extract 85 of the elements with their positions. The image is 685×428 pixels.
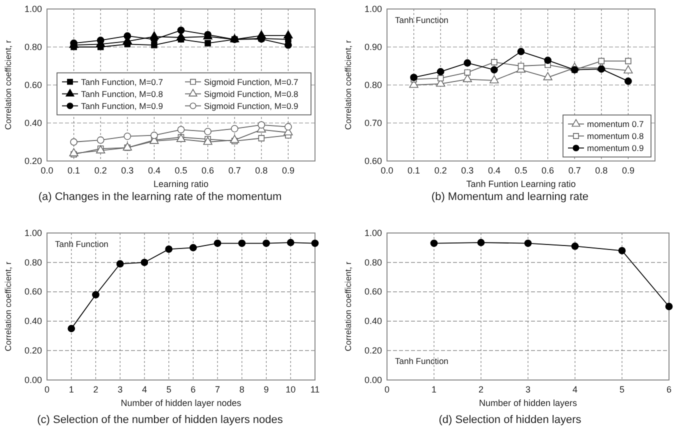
y-tick-label: 1.00 [364,4,382,14]
annotation: Tanh Function [395,356,449,366]
legend-label: Tanh Function, M=0.8 [81,88,164,99]
y-axis-title: Correlation coefficient, r [3,262,13,352]
x-tick-label: 9 [264,384,269,394]
x-tick-label: 0.8 [255,165,268,176]
legend-label: momentum 0.8 [587,131,644,141]
x-tick-label: 0.0 [380,165,394,176]
x-tick-label: 0.6 [542,165,554,176]
y-tick-label: 0.20 [24,156,42,166]
x-tick-label: 0.3 [121,165,134,176]
legend-label: momentum 0.9 [587,143,644,153]
y-tick-label: 0.40 [24,118,42,128]
y-tick-label: 1.00 [24,228,42,238]
x-tick-label: 2 [478,384,484,394]
x-tick-label: 4 [572,384,578,394]
y-tick-label: 0.00 [364,374,382,385]
x-tick-label: 2 [93,384,98,394]
legend-label: Sigmoid Function, M=0.9 [204,100,299,111]
y-axis-title: Correlation coefficient, r [3,40,13,130]
text: (d) Selection of hidden layers [438,414,582,426]
y-tick-label: 1.00 [364,228,382,238]
annotation: Tanh Function [395,15,449,25]
text: (a) Changes in the learning rate of the momentum [38,191,282,203]
x-tick-label: 0.9 [282,165,294,176]
x-tick-label: 0.4 [148,165,160,176]
x-tick-label: 7 [215,384,220,394]
x-tick-label: 6 [190,384,196,394]
text: (c) Selection of the number of hidden layers nodes [37,414,284,426]
y-axis-title: Correlation coefficient, r [343,40,353,130]
x-tick-label: 3 [525,384,531,394]
x-tick-label: 0.7 [568,165,581,176]
y-tick-label: 0.60 [364,286,382,297]
x-tick-label: 10 [286,384,296,394]
y-tick-label: 0.70 [364,118,382,128]
x-axis-title: Learning ratio [153,179,209,189]
x-tick-label: 0.9 [622,165,634,176]
x-tick-label: 0.1 [408,165,420,176]
x-tick-label: 8 [239,384,244,394]
y-tick-label: 0.60 [24,80,42,90]
x-tick-label: 4 [142,384,147,394]
x-tick-label: 1 [68,384,74,394]
x-tick-label: 0 [44,384,50,394]
x-tick-label: 5 [619,384,625,394]
y-tick-label: 0.60 [364,156,382,166]
legend-label: Tanh Function, M=0.7 [81,76,164,87]
y-tick-label: 0.00 [24,374,42,385]
x-axis-title: Number of hidden layers [478,398,578,408]
x-tick-label: 6 [666,384,672,394]
legend-label: Tanh Function, M=0.9 [81,100,164,111]
legend-label: Sigmoid Function, M=0.7 [204,76,299,87]
legend-label: momentum 0.7 [587,119,644,129]
annotation: Tanh Function [55,239,109,249]
x-tick-label: 0 [384,384,390,394]
y-axis-title: Correlation coefficient, r [343,262,353,352]
y-tick-label: 0.40 [364,316,382,326]
x-tick-label: 0.0 [40,165,54,176]
x-axis-title: Number of hidden layer nodes [120,398,242,408]
x-axis-title: Tanh Funtion Learning ratio [466,179,576,189]
x-tick-label: 0.5 [174,165,188,176]
y-tick-label: 0.80 [24,42,42,52]
x-tick-label: 0.2 [94,165,107,176]
y-tick-label: 1.00 [24,4,42,14]
y-tick-label: 0.20 [24,345,42,356]
y-tick-label: 0.60 [24,286,42,297]
y-tick-label: 0.90 [364,42,382,52]
x-tick-label: 0.7 [228,165,241,176]
y-tick-label: 0.80 [24,257,42,268]
x-tick-label: 0.8 [595,165,608,176]
x-tick-label: 0.6 [202,165,214,176]
x-tick-label: 0.2 [434,165,447,176]
text: (b) Momentum and learning rate [431,191,589,203]
legend-label: Sigmoid Function, M=0.8 [204,88,299,99]
x-tick-label: 1 [431,384,437,394]
x-tick-label: 11 [310,384,320,394]
x-tick-label: 0.3 [461,165,474,176]
x-tick-label: 0.1 [68,165,80,176]
y-tick-label: 0.40 [24,316,42,326]
x-tick-label: 0.5 [514,165,528,176]
y-tick-label: 0.80 [364,80,382,90]
x-tick-label: 0.4 [488,165,500,176]
y-tick-label: 0.20 [364,345,382,356]
x-tick-label: 3 [118,384,123,394]
y-tick-label: 0.80 [364,257,382,268]
x-tick-label: 5 [166,384,172,394]
